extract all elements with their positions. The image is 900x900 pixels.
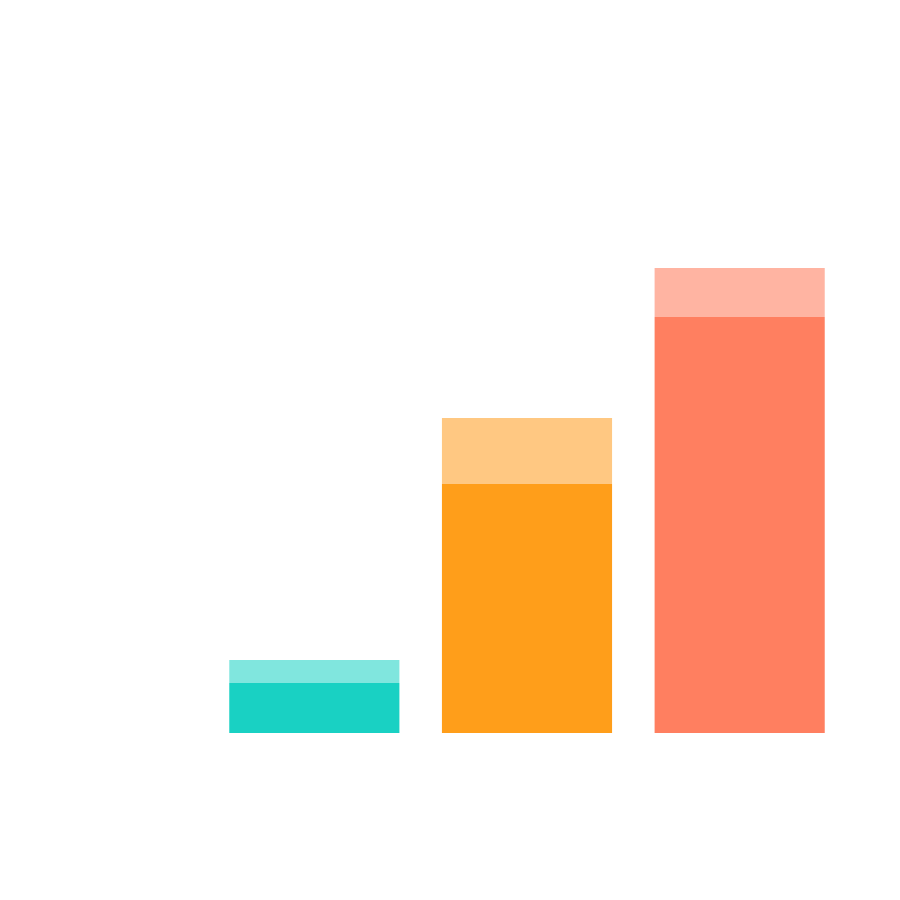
bar-segment <box>441 418 613 484</box>
bar-segment <box>229 683 400 733</box>
bar-segment <box>441 484 613 733</box>
bar-segment <box>654 268 825 317</box>
bar-segment <box>654 317 825 733</box>
bar-segment <box>229 660 400 683</box>
